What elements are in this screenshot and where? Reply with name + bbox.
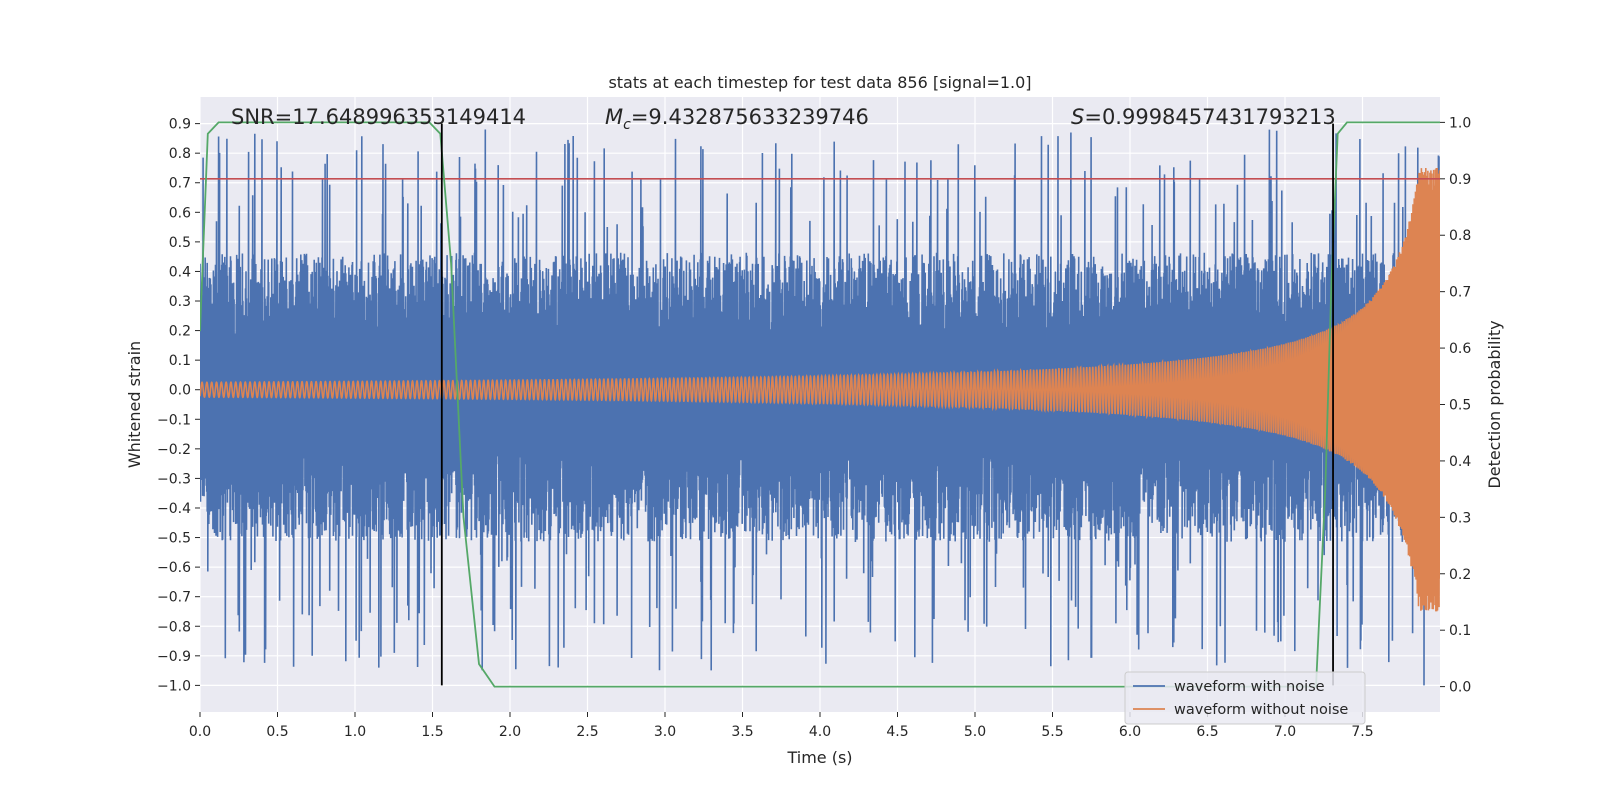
y2-tick-label: 0.8	[1449, 228, 1471, 244]
y-tick-label: 0.8	[169, 146, 191, 162]
y-tick-label: 0.5	[169, 235, 191, 251]
y-tick-label: −0.1	[157, 412, 191, 428]
x-axis-label: Time (s)	[786, 748, 852, 767]
y2-tick-label: 0.7	[1449, 285, 1471, 301]
mc-value: =9.432875633239746	[631, 105, 869, 129]
x-tick-label: 1.5	[421, 724, 443, 740]
y-tick-label: −0.6	[157, 560, 191, 576]
x-tick-label: 5.5	[1041, 724, 1063, 740]
x-tick-label: 7.0	[1274, 724, 1296, 740]
y-tick-label: −0.5	[157, 531, 191, 547]
y2-tick-label: 0.4	[1449, 454, 1471, 470]
x-tick-label: 4.5	[886, 724, 908, 740]
x-tick-label: 4.0	[809, 724, 831, 740]
mc-subscript: c	[623, 117, 631, 133]
y2-tick-label: 1.0	[1449, 115, 1471, 131]
x-tick-label: 0.5	[266, 724, 288, 740]
x-tick-label: 3.0	[654, 724, 676, 740]
legend-label-noise: waveform with noise	[1174, 679, 1325, 695]
clean-waveform-line	[200, 167, 1440, 612]
y-tick-label: 0.7	[169, 176, 191, 192]
x-tick-label: 6.5	[1196, 724, 1218, 740]
score-annotation: S=0.9998457431793213	[1071, 105, 1336, 129]
chirp-mass-annotation: Mc=9.432875633239746	[605, 105, 869, 133]
y2-tick-label: 0.0	[1449, 680, 1471, 696]
mc-symbol: M	[605, 105, 623, 129]
y-tick-label: −0.3	[157, 471, 191, 487]
chart-title: stats at each timestep for test data 856…	[608, 73, 1031, 92]
y2-tick-label: 0.2	[1449, 567, 1471, 583]
y-tick-label: −0.9	[157, 649, 191, 665]
y-tick-label: 0.4	[169, 264, 191, 280]
y-tick-label: −0.2	[157, 442, 191, 458]
y-tick-label: −0.7	[157, 590, 191, 606]
y-axis-label: Whitened strain	[125, 341, 144, 468]
y2-tick-label: 0.5	[1449, 398, 1471, 414]
y-tick-label: 0.0	[169, 383, 191, 399]
detection-probability-line	[200, 121, 1440, 688]
ticks: 0.0 0.5 1.0 1.5 2.0 2.5 3.0 3.5 4.0 4.5 5.0 5.5 6.0 6…	[157, 115, 1471, 740]
x-tick-label: 2.0	[499, 724, 521, 740]
x-tick-label: 5.0	[964, 724, 986, 740]
legend-box	[1124, 671, 1366, 725]
x-tick-label: 2.5	[576, 724, 598, 740]
x-tick-label: 0.0	[189, 724, 211, 740]
legend-label-clean: waveform without noise	[1174, 702, 1348, 718]
s-value: =0.9998457431793213	[1084, 105, 1335, 129]
y-tick-label: 0.3	[169, 294, 191, 310]
s-symbol: S	[1071, 105, 1084, 129]
y-tick-label: −0.8	[157, 619, 191, 635]
y-tick-label: −1.0	[157, 678, 191, 694]
x-tick-label: 7.5	[1351, 724, 1373, 740]
x-tick-label: 1.0	[344, 724, 366, 740]
y-tick-label: −0.4	[157, 501, 191, 517]
y-tick-label: 0.2	[169, 324, 191, 340]
legend: waveform with noise waveform without noi…	[1124, 671, 1366, 725]
y2-tick-label: 0.1	[1449, 623, 1471, 639]
y-tick-label: 0.6	[169, 205, 191, 221]
y2-tick-label: 0.6	[1449, 341, 1471, 357]
y-tick-label: 0.9	[169, 117, 191, 133]
y-tick-label: 0.1	[169, 353, 191, 369]
y2-tick-label: 0.9	[1449, 172, 1471, 188]
plot-series	[200, 121, 1440, 688]
snr-annotation: SNR=17.648996353149414	[231, 105, 526, 129]
x-tick-label: 3.5	[731, 724, 753, 740]
y2-axis-label: Detection probability	[1485, 320, 1504, 488]
y2-tick-label: 0.3	[1449, 510, 1471, 526]
x-tick-label: 6.0	[1119, 724, 1141, 740]
